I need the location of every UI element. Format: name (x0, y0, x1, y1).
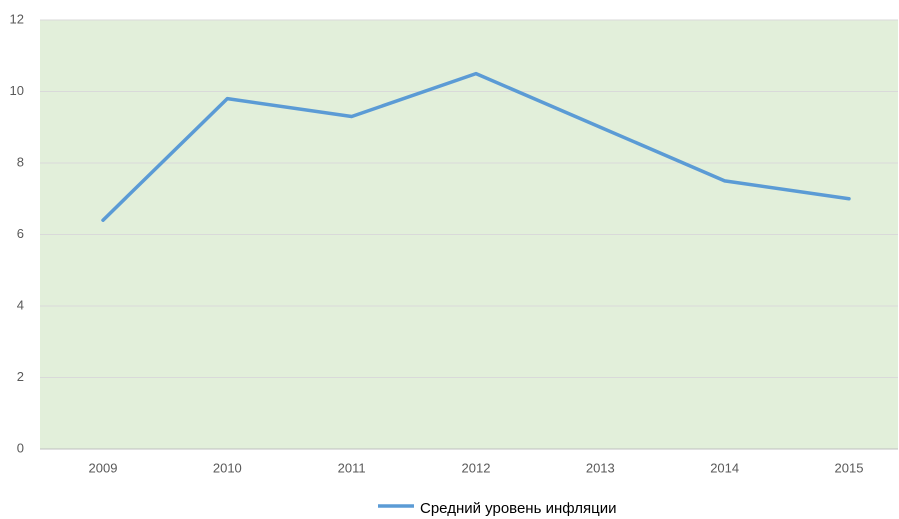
x-tick-label: 2011 (338, 460, 366, 475)
y-tick-label: 0 (17, 440, 24, 455)
y-tick-label: 6 (17, 226, 24, 241)
y-tick-label: 10 (10, 83, 24, 98)
x-tick-label: 2012 (462, 460, 491, 475)
y-tick-label: 2 (17, 369, 24, 384)
y-tick-label: 12 (10, 11, 24, 26)
x-tick-label: 2014 (710, 460, 739, 475)
y-tick-label: 8 (17, 154, 24, 169)
y-tick-label: 4 (17, 297, 24, 312)
series-line (101, 71, 851, 222)
legend-label: Средний уровень инфляции (420, 500, 616, 517)
x-tick-label: 2009 (89, 460, 118, 475)
x-tick-label: 2013 (586, 460, 615, 475)
x-tick-label: 2010 (213, 460, 242, 475)
x-tick-label: 2015 (835, 460, 864, 475)
